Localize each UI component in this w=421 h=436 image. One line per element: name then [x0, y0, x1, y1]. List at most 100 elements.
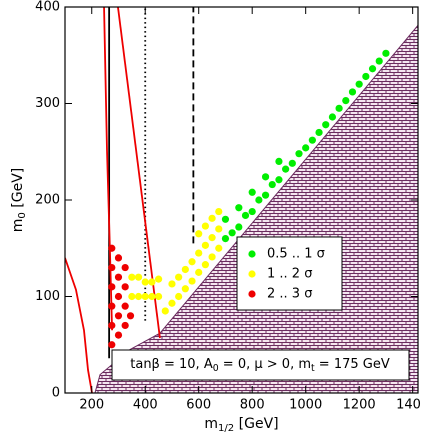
x-tick-label: 1000 — [289, 398, 322, 413]
data-point — [195, 230, 203, 238]
y-tick-label: 100 — [35, 289, 60, 304]
data-point — [241, 211, 250, 220]
data-point — [154, 292, 163, 301]
data-point — [261, 173, 270, 181]
data-point — [121, 302, 129, 310]
data-point — [148, 278, 156, 286]
data-point — [108, 302, 116, 310]
data-point — [114, 273, 123, 281]
data-point — [335, 104, 343, 112]
y-tick-label: 400 — [35, 0, 60, 15]
legend-marker — [248, 290, 256, 298]
data-point — [248, 207, 256, 216]
annotation-box — [111, 349, 410, 381]
data-point — [188, 277, 196, 285]
data-point — [208, 234, 216, 242]
y-tick-label: 200 — [35, 193, 60, 208]
data-point — [342, 97, 350, 105]
data-point — [275, 176, 283, 184]
data-point — [188, 258, 196, 266]
plot-content — [65, 7, 418, 393]
data-point — [201, 222, 209, 230]
data-point — [114, 312, 123, 320]
data-point — [201, 241, 209, 249]
x-tick-label: 400 — [133, 398, 158, 413]
data-point — [195, 268, 203, 276]
data-point — [221, 235, 230, 243]
data-point — [181, 265, 189, 274]
data-point — [114, 331, 123, 339]
annotation-part: = 175 GeV — [315, 357, 390, 372]
data-point — [275, 157, 283, 165]
data-point — [221, 215, 230, 223]
legend-label: 2 .. 3 σ — [267, 287, 312, 302]
data-point — [302, 144, 310, 152]
data-point — [126, 312, 135, 320]
x-tick-label: 600 — [186, 398, 211, 413]
data-point — [134, 292, 143, 301]
data-point — [328, 113, 337, 121]
y-axis-label: m0 [GeV] — [10, 168, 28, 232]
legend-label: 1 .. 2 σ — [267, 267, 312, 282]
legend-marker — [248, 270, 256, 278]
data-point — [248, 188, 256, 196]
data-point — [128, 273, 136, 281]
data-point — [108, 283, 116, 291]
data-point — [261, 191, 270, 199]
y-tick-label: 0 — [52, 386, 60, 401]
data-point — [168, 280, 176, 288]
data-point — [235, 223, 243, 231]
data-point — [282, 165, 290, 173]
annotation-part: 0 — [213, 363, 219, 374]
data-point — [235, 204, 243, 212]
data-point — [128, 292, 136, 301]
annotation-part: = 0, μ > 0, m — [219, 357, 311, 372]
data-point — [195, 249, 203, 257]
annotation-part: tanβ = 10, A — [130, 357, 213, 372]
data-point — [141, 292, 149, 301]
data-point — [121, 283, 129, 291]
constraint-line — [103, 7, 113, 331]
x-tick-label: 800 — [240, 398, 265, 413]
data-point — [175, 292, 183, 301]
data-point — [154, 275, 163, 283]
x-axis-label-part: m — [204, 416, 218, 432]
data-point — [355, 80, 363, 88]
y-axis-label-part: 0 — [17, 212, 28, 218]
data-point — [375, 57, 383, 65]
data-point — [148, 292, 156, 301]
data-point — [114, 292, 123, 301]
data-point — [255, 196, 263, 204]
data-point — [175, 273, 183, 281]
legend: 0.5 .. 1 σ 1 .. 2 σ 2 .. 3 σ — [236, 236, 343, 311]
data-point — [108, 341, 116, 349]
data-point — [121, 321, 129, 330]
x-tick-label: 1200 — [343, 398, 376, 413]
data-point — [268, 180, 276, 189]
x-axis-label: m1/2 [GeV] — [204, 416, 278, 434]
data-point — [108, 244, 116, 252]
data-point — [382, 49, 390, 57]
data-point — [208, 253, 216, 261]
data-point — [121, 263, 129, 272]
data-point — [181, 285, 189, 293]
data-point — [108, 263, 116, 272]
legend-label: 0.5 .. 1 σ — [267, 247, 325, 262]
y-tick-label: 300 — [35, 96, 60, 111]
x-tick-label: 200 — [79, 398, 104, 413]
data-point — [295, 150, 303, 158]
data-point — [168, 299, 176, 307]
data-point — [368, 65, 377, 73]
data-point — [108, 321, 116, 330]
data-point — [215, 225, 223, 233]
data-point — [161, 307, 169, 315]
data-point — [348, 88, 357, 96]
data-point — [362, 72, 370, 81]
data-point — [288, 159, 296, 167]
data-point — [201, 261, 209, 269]
data-point — [308, 136, 316, 144]
data-point — [134, 273, 143, 281]
data-point — [215, 244, 223, 252]
